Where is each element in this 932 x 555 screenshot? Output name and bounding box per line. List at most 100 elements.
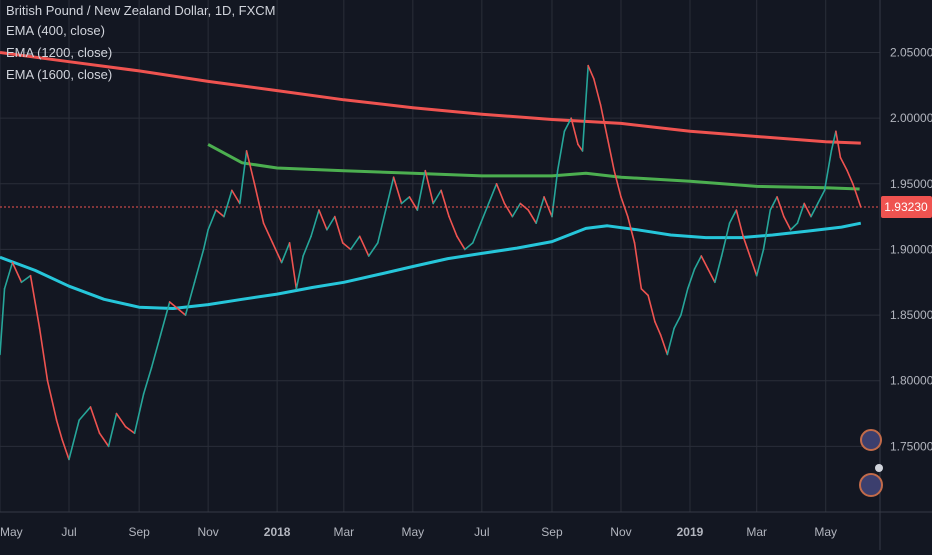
price-segment bbox=[527, 209, 537, 224]
price-segment bbox=[440, 189, 450, 218]
price-segment bbox=[3, 261, 14, 290]
price-segment bbox=[570, 117, 579, 146]
price-segment bbox=[0, 288, 6, 356]
price-tick-label: 2.00000 bbox=[890, 111, 932, 125]
price-segment bbox=[647, 294, 656, 323]
price-segment bbox=[238, 150, 248, 205]
current-price-badge: 1.93230 bbox=[881, 196, 932, 219]
price-segment bbox=[846, 169, 854, 185]
price-segment bbox=[654, 320, 662, 336]
time-tick-label: Mar bbox=[746, 525, 767, 539]
price-segment bbox=[61, 438, 70, 461]
time-axis[interactable]: May Jul Sep Nov 2018 Mar May Jul Sep Nov 2019 Mar Ma… bbox=[0, 525, 837, 539]
price-segment bbox=[46, 379, 58, 421]
price-segment bbox=[318, 209, 328, 231]
price-axis[interactable]: 2.05000 2.00000 1.95000 1.90000 1.85000 1.800… bbox=[890, 46, 932, 454]
price-segment bbox=[606, 137, 615, 172]
price-segment bbox=[408, 196, 419, 211]
price-segment bbox=[593, 77, 602, 106]
price-tick-label: 1.95000 bbox=[890, 177, 932, 191]
price-segment bbox=[830, 130, 837, 152]
price-segment bbox=[749, 255, 758, 277]
price-segment bbox=[98, 432, 110, 448]
chart-title[interactable]: British Pound / New Zealand Dollar, 1D, … bbox=[6, 3, 276, 18]
time-tick-label: Mar bbox=[334, 525, 355, 539]
price-segment bbox=[68, 419, 80, 461]
price-tick-label: 1.80000 bbox=[890, 374, 932, 388]
price-segment bbox=[150, 333, 162, 369]
price-segment bbox=[735, 209, 744, 238]
price-segment bbox=[253, 182, 265, 224]
event-markers[interactable] bbox=[859, 429, 883, 497]
time-tick-label: May bbox=[814, 525, 837, 539]
price-tick-label: 1.75000 bbox=[890, 439, 932, 453]
ema-line-2 bbox=[0, 51, 861, 145]
price-segment bbox=[124, 425, 136, 435]
price-segment bbox=[184, 281, 196, 316]
price-segment bbox=[193, 248, 205, 284]
price-segment bbox=[245, 150, 256, 185]
price-segment bbox=[11, 261, 23, 284]
price-segment bbox=[659, 333, 669, 356]
price-segment bbox=[693, 255, 703, 270]
legend-ema-400[interactable]: EMA (400, close) bbox=[6, 23, 105, 38]
legend-ema-1600[interactable]: EMA (1600, close) bbox=[6, 67, 113, 82]
price-segment bbox=[349, 235, 361, 251]
price-segment bbox=[673, 314, 682, 330]
news-event-marker[interactable] bbox=[859, 473, 883, 497]
price-segment bbox=[511, 202, 522, 218]
price-segment bbox=[142, 366, 153, 395]
price-segment bbox=[432, 189, 442, 205]
price-segment bbox=[599, 104, 609, 139]
legend-ema-1200[interactable]: EMA (1200, close) bbox=[6, 45, 113, 60]
price-segment bbox=[810, 202, 819, 218]
current-price-badge-bg bbox=[881, 196, 932, 219]
time-tick-label: Nov bbox=[197, 525, 218, 539]
price-segment bbox=[376, 209, 387, 244]
price-segment bbox=[215, 209, 225, 218]
price-segment bbox=[742, 235, 751, 257]
price-segment bbox=[479, 202, 490, 224]
price-segment bbox=[640, 288, 649, 297]
price-segment bbox=[769, 196, 778, 211]
series-layer bbox=[0, 51, 862, 461]
ema-line-1 bbox=[0, 221, 862, 310]
price-segment bbox=[416, 169, 427, 211]
grid-layer bbox=[0, 0, 880, 512]
price-segment bbox=[680, 288, 689, 316]
price-segment bbox=[535, 196, 545, 224]
price-segment bbox=[633, 242, 643, 290]
time-tick-label: Sep bbox=[541, 525, 563, 539]
price-segment bbox=[168, 301, 179, 310]
price-segment bbox=[472, 222, 482, 244]
price-segment bbox=[856, 196, 862, 208]
price-segment bbox=[341, 242, 352, 251]
price-segment bbox=[384, 176, 395, 211]
price-segment bbox=[55, 419, 64, 441]
time-tick-label: May bbox=[402, 525, 425, 539]
news-event-marker[interactable] bbox=[860, 429, 882, 451]
price-segment bbox=[823, 150, 833, 192]
chart-legend: British Pound / New Zealand Dollar, 1D, … bbox=[6, 3, 276, 86]
price-segment bbox=[89, 406, 101, 435]
price-segment bbox=[762, 209, 772, 251]
time-tick-label: Sep bbox=[128, 525, 150, 539]
price-segment bbox=[231, 189, 241, 205]
time-tick-label: May bbox=[0, 525, 23, 539]
time-tick-label: Jul bbox=[474, 525, 489, 539]
time-tick-label: Jul bbox=[61, 525, 76, 539]
price-segment bbox=[707, 268, 716, 284]
price-segment bbox=[107, 412, 118, 448]
price-segment bbox=[783, 215, 792, 231]
price-segment bbox=[728, 209, 738, 224]
price-segment bbox=[280, 242, 291, 264]
ema-line-0 bbox=[207, 143, 860, 191]
price-segment bbox=[556, 130, 566, 172]
price-segment bbox=[464, 242, 474, 251]
price-segment bbox=[839, 156, 848, 172]
price-tick-label: 1.90000 bbox=[890, 242, 932, 256]
price-segment bbox=[20, 274, 32, 284]
